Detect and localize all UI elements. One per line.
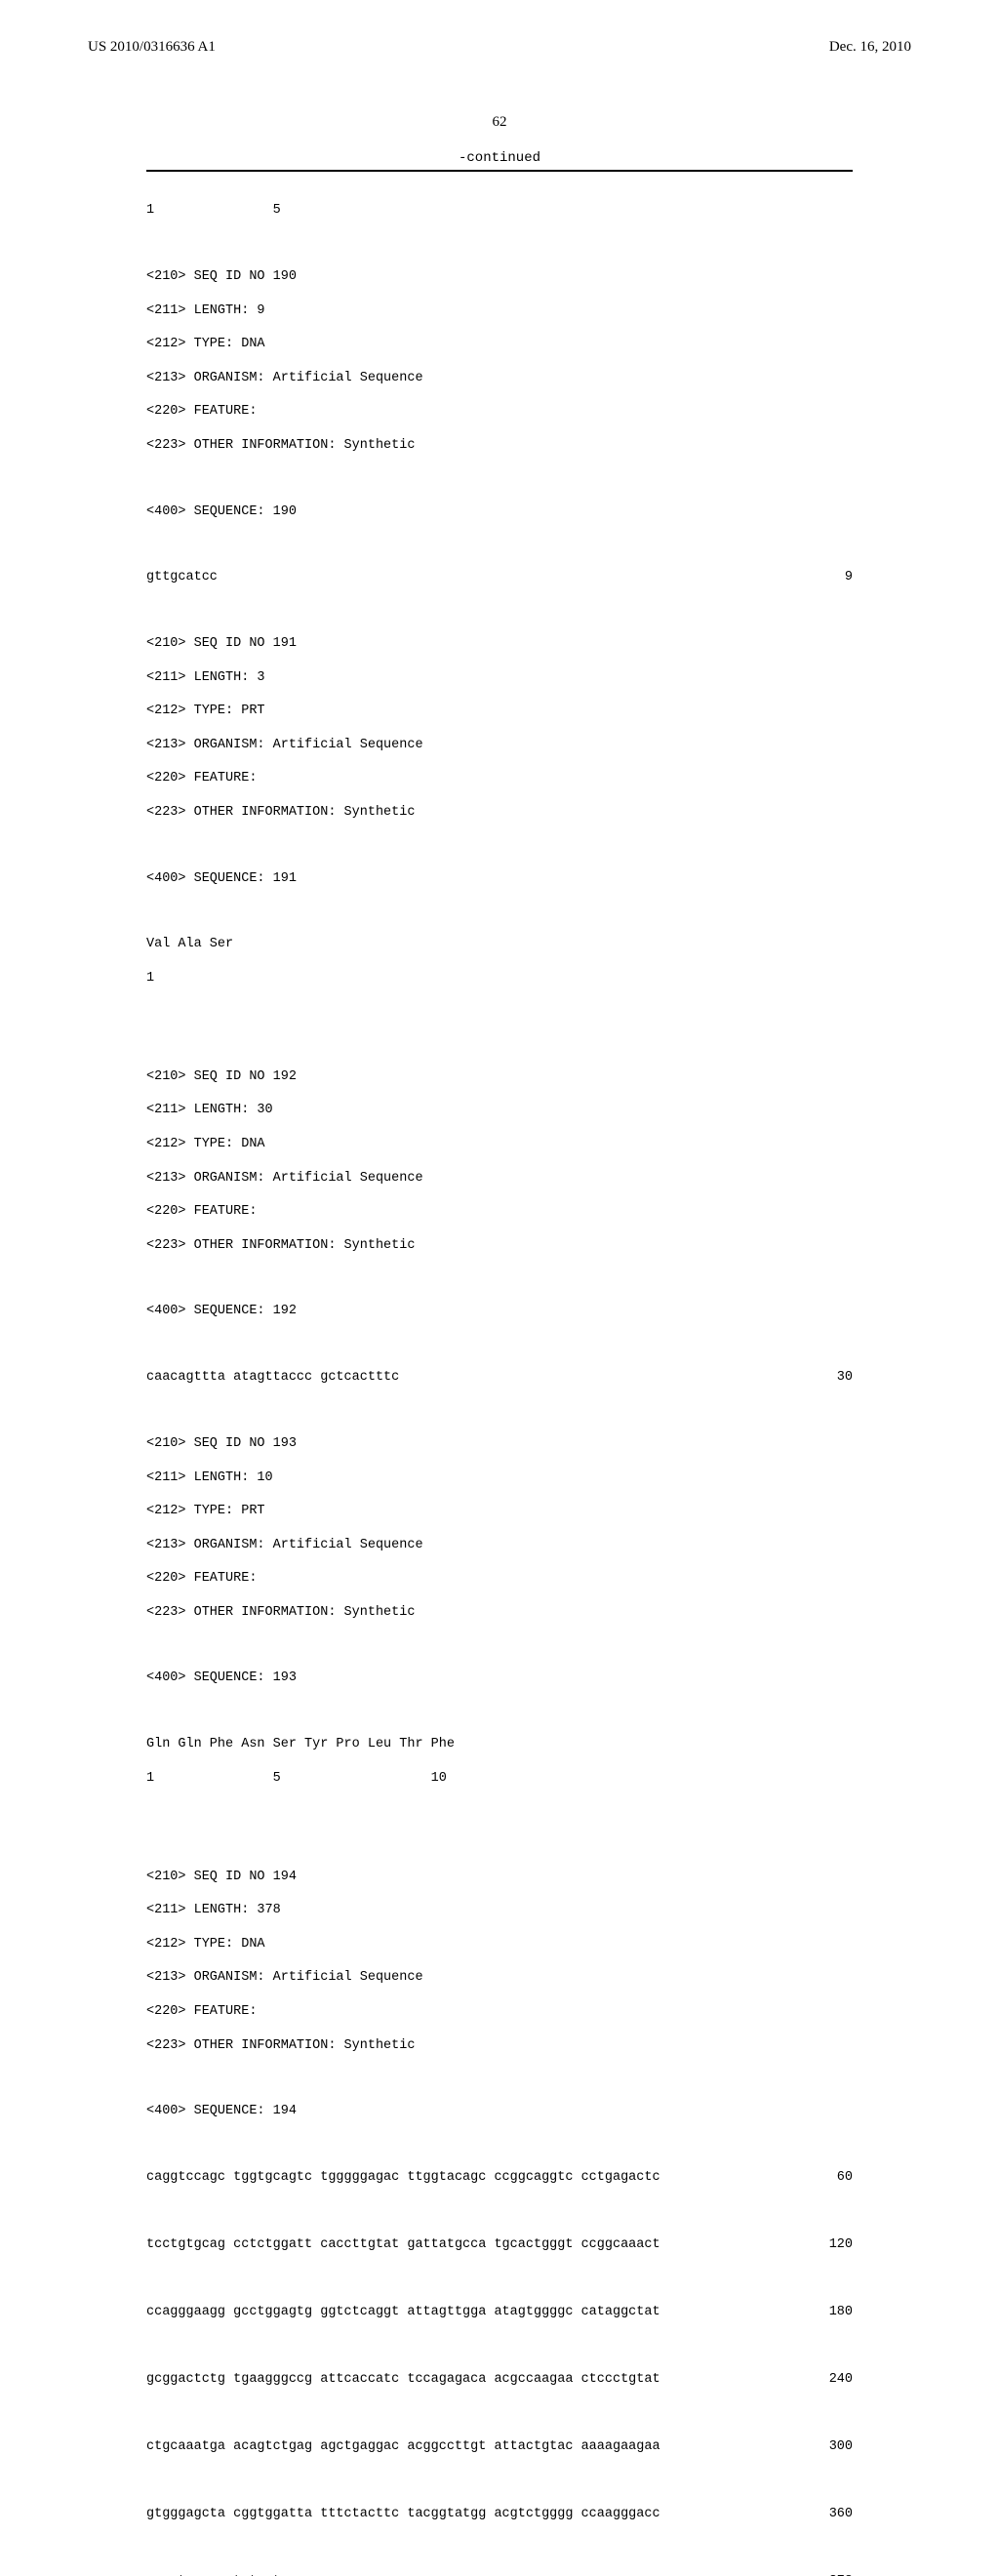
seq-193-header-4: <220> FEATURE: — [146, 1570, 853, 1587]
seq-190-header-1: <211> LENGTH: 9 — [146, 302, 853, 319]
seq-190-label: <400> SEQUENCE: 190 — [146, 503, 853, 520]
seq-pos: 360 — [814, 2506, 853, 2522]
page-header: US 2010/0316636 A1 Dec. 16, 2010 — [88, 39, 911, 56]
seq-193-header-3: <213> ORGANISM: Artificial Sequence — [146, 1537, 853, 1553]
seq-192-header-4: <220> FEATURE: — [146, 1203, 853, 1220]
seq-191-header-1: <211> LENGTH: 3 — [146, 669, 853, 686]
seq-192-header-3: <213> ORGANISM: Artificial Sequence — [146, 1170, 853, 1187]
seq-191-header-3: <213> ORGANISM: Artificial Sequence — [146, 737, 853, 753]
seq-190-header-3: <213> ORGANISM: Artificial Sequence — [146, 370, 853, 386]
seq-194-label: <400> SEQUENCE: 194 — [146, 2103, 853, 2119]
seq-pos: 300 — [814, 2438, 853, 2455]
seq-191-header-4: <220> FEATURE: — [146, 770, 853, 786]
seq-pos: 378 — [814, 2573, 853, 2576]
seq-194-row-4: ctgcaaatga acagtctgag agctgaggac acggcct… — [146, 2438, 853, 2455]
seq-193-header-0: <210> SEQ ID NO 193 — [146, 1435, 853, 1452]
seq-194-row-6: acggtcaccg tctcctca 378 — [146, 2573, 853, 2576]
seq-190-sequence: gttgcatcc 9 — [146, 569, 853, 585]
seq-pos: 240 — [814, 2371, 853, 2388]
seq-191-label: <400> SEQUENCE: 191 — [146, 870, 853, 887]
seq-pos: 30 — [814, 1369, 853, 1386]
seq-190-header-2: <212> TYPE: DNA — [146, 336, 853, 352]
page-number: 62 — [88, 114, 911, 131]
seq-text: ccagggaagg gcctggagtg ggtctcaggt attagtt… — [146, 2304, 660, 2320]
seq-194-header-1: <211> LENGTH: 378 — [146, 1902, 853, 1918]
seq-194-header-0: <210> SEQ ID NO 194 — [146, 1869, 853, 1885]
seq-193-header-2: <212> TYPE: PRT — [146, 1503, 853, 1519]
seq-text: ctgcaaatga acagtctgag agctgaggac acggcct… — [146, 2438, 660, 2455]
seq-192-header-5: <223> OTHER INFORMATION: Synthetic — [146, 1237, 853, 1254]
seq-191-header-0: <210> SEQ ID NO 191 — [146, 635, 853, 652]
seq-192-header-1: <211> LENGTH: 30 — [146, 1102, 853, 1118]
seq-193-header-1: <211> LENGTH: 10 — [146, 1469, 853, 1486]
seq-pos: 60 — [814, 2169, 853, 2186]
seq-193-sequence: Gln Gln Phe Asn Ser Tyr Pro Leu Thr Phe — [146, 1736, 853, 1752]
seq-194-header-2: <212> TYPE: DNA — [146, 1936, 853, 1952]
seq-text: caacagttta atagttaccc gctcactttc — [146, 1369, 399, 1386]
continued-label: -continued — [146, 150, 853, 172]
seq-194-row-2: ccagggaagg gcctggagtg ggtctcaggt attagtt… — [146, 2304, 853, 2320]
seq-192-label: <400> SEQUENCE: 192 — [146, 1303, 853, 1319]
seq-pos: 9 — [814, 569, 853, 585]
seq-191-numbers: 1 — [146, 970, 853, 986]
sequence-listing: 1 5 <210> SEQ ID NO 190 <211> LENGTH: 9 … — [146, 185, 853, 2576]
seq-194-header-5: <223> OTHER INFORMATION: Synthetic — [146, 2037, 853, 2054]
seq-192-header-2: <212> TYPE: DNA — [146, 1136, 853, 1152]
patent-page: US 2010/0316636 A1 Dec. 16, 2010 62 -con… — [0, 0, 999, 2576]
seq-192-sequence: caacagttta atagttaccc gctcactttc 30 — [146, 1369, 853, 1386]
seq-194-row-1: tcctgtgcag cctctggatt caccttgtat gattatg… — [146, 2236, 853, 2253]
seq-191-sequence: Val Ala Ser — [146, 936, 853, 952]
seq-text: caggtccagc tggtgcagtc tgggggagac ttggtac… — [146, 2169, 660, 2186]
seq-text: tcctgtgcag cctctggatt caccttgtat gattatg… — [146, 2236, 660, 2253]
seq-text: acggtcaccg tctcctca — [146, 2573, 297, 2576]
seq-192-header-0: <210> SEQ ID NO 192 — [146, 1068, 853, 1085]
seq-190-header-0: <210> SEQ ID NO 190 — [146, 268, 853, 285]
seq-190-header-4: <220> FEATURE: — [146, 403, 853, 420]
seq-190-header-5: <223> OTHER INFORMATION: Synthetic — [146, 437, 853, 454]
seq-text: gcggactctg tgaagggccg attcaccatc tccagag… — [146, 2371, 660, 2388]
seq-193-header-5: <223> OTHER INFORMATION: Synthetic — [146, 1604, 853, 1621]
seq-pos: 180 — [814, 2304, 853, 2320]
publication-number: US 2010/0316636 A1 — [88, 39, 216, 56]
seq-193-label: <400> SEQUENCE: 193 — [146, 1670, 853, 1686]
publication-date: Dec. 16, 2010 — [829, 39, 911, 56]
seq-pos: 120 — [814, 2236, 853, 2253]
seq-194-header-4: <220> FEATURE: — [146, 2003, 853, 2020]
seq-text: gtgggagcta cggtggatta tttctacttc tacggta… — [146, 2506, 660, 2522]
seq-194-row-5: gtgggagcta cggtggatta tttctacttc tacggta… — [146, 2506, 853, 2522]
seq-194-header-3: <213> ORGANISM: Artificial Sequence — [146, 1969, 853, 1986]
seq-191-header-2: <212> TYPE: PRT — [146, 703, 853, 719]
seq-191-header-5: <223> OTHER INFORMATION: Synthetic — [146, 804, 853, 821]
residue-numbers: 1 5 — [146, 202, 853, 219]
seq-text: gttgcatcc — [146, 569, 218, 585]
seq-194-row-3: gcggactctg tgaagggccg attcaccatc tccagag… — [146, 2371, 853, 2388]
seq-193-numbers: 1 5 10 — [146, 1770, 853, 1787]
seq-194-row-0: caggtccagc tggtgcagtc tgggggagac ttggtac… — [146, 2169, 853, 2186]
